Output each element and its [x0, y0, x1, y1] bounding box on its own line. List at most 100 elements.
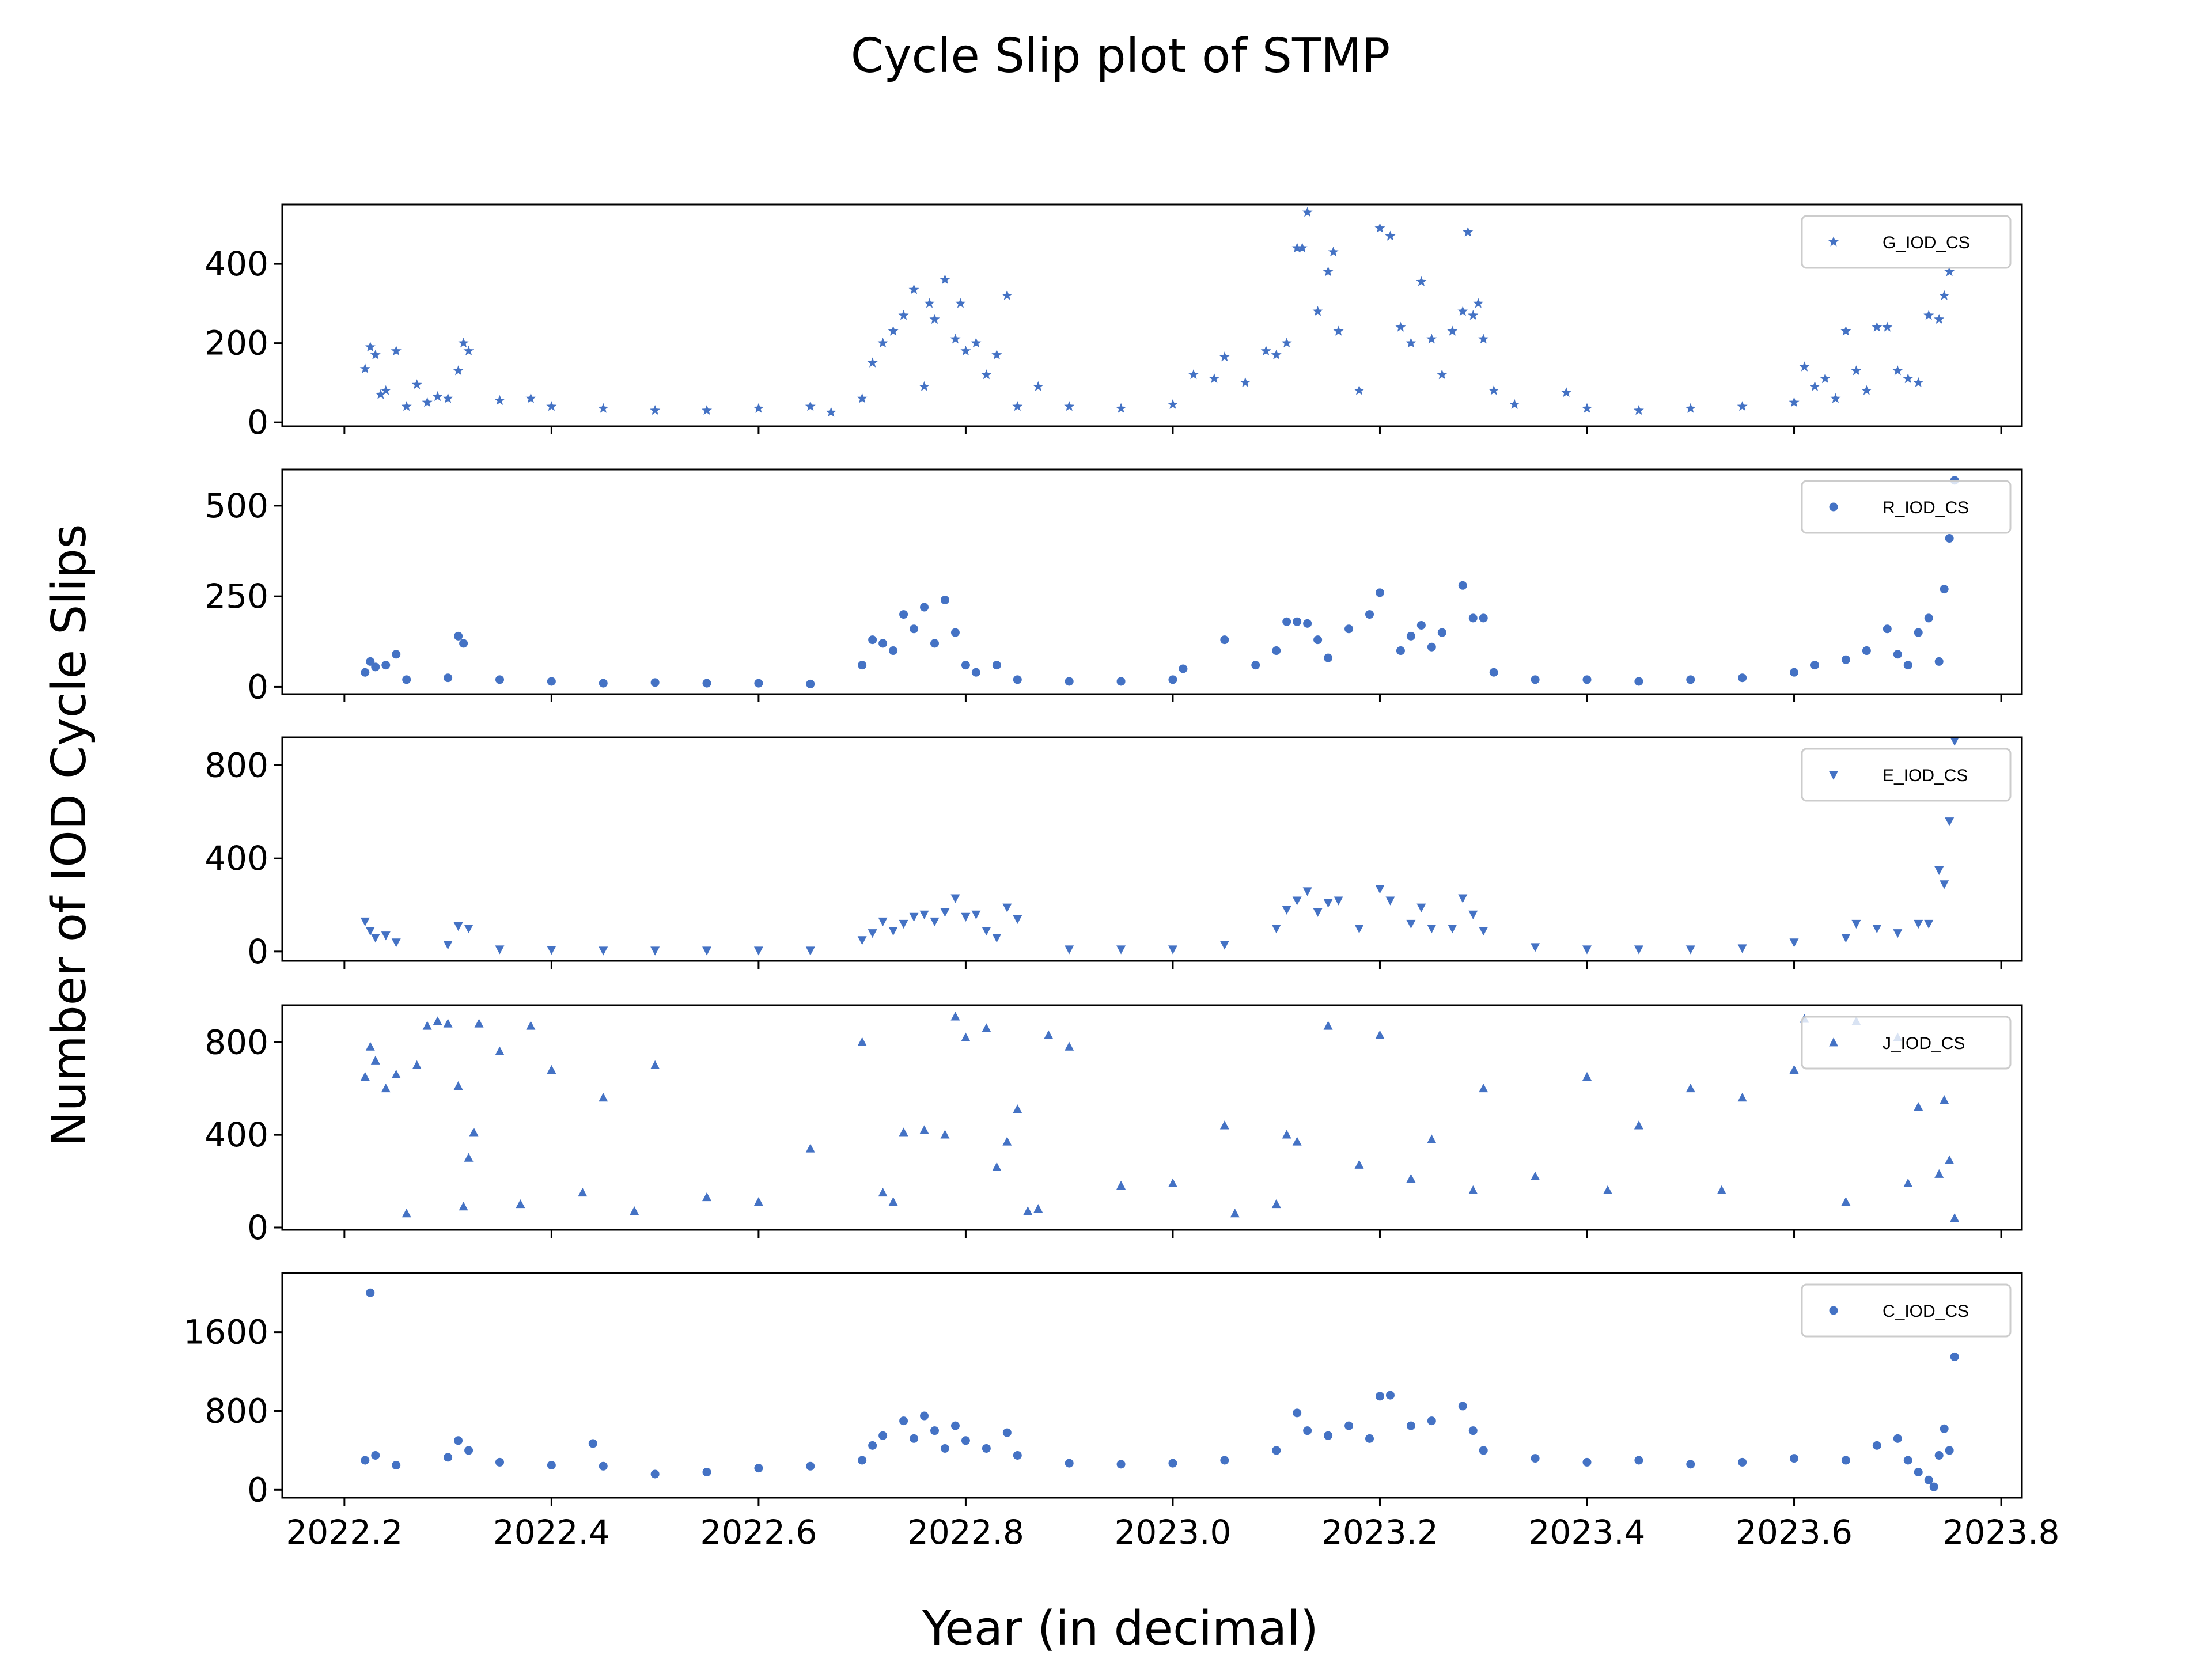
axes-frame: [281, 203, 2023, 427]
data-point: [392, 650, 401, 659]
data-point: [1841, 655, 1850, 664]
data-point: [1303, 619, 1312, 628]
axes-frame: [281, 1004, 2023, 1231]
data-point: [1872, 1441, 1881, 1450]
data-point: [1406, 919, 1416, 929]
series-points: [360, 737, 1960, 956]
data-point: [1634, 945, 1643, 955]
y-tick-label: 0: [247, 667, 268, 706]
data-point: [1903, 661, 1912, 670]
data-point: [412, 1060, 422, 1069]
subplot-c-iod-cs: 0 800 1600 C_IOD_CS: [183, 1272, 2023, 1509]
data-point: [1892, 365, 1903, 376]
data-point: [370, 1055, 380, 1065]
data-point: [1002, 1428, 1012, 1437]
data-point: [1219, 1120, 1229, 1130]
data-point: [1013, 675, 1022, 684]
x-axis-label: Year (in decimal): [922, 1601, 1319, 1656]
data-point: [971, 910, 981, 919]
data-point: [1479, 1083, 1488, 1093]
data-point: [1790, 1454, 1799, 1463]
data-point: [1686, 675, 1695, 684]
data-point: [1220, 1456, 1229, 1465]
data-point: [453, 1081, 463, 1090]
data-point: [1903, 1456, 1912, 1465]
data-point: [454, 1436, 463, 1445]
data-point: [1416, 903, 1426, 912]
data-point: [1013, 1104, 1022, 1113]
x-tick-label: 2023.8: [1943, 1513, 2060, 1552]
series-points: [360, 1012, 1960, 1222]
legend-box: [1801, 1283, 2012, 1338]
x-tick-label: 2022.4: [493, 1513, 610, 1552]
data-point: [1426, 334, 1437, 344]
data-point: [1458, 581, 1467, 590]
legend: E_IOD_CS: [1801, 748, 2012, 802]
data-point: [702, 1192, 712, 1202]
data-point: [868, 1441, 877, 1450]
data-point: [924, 298, 935, 308]
data-point: [495, 1457, 504, 1467]
legend-box: [1801, 748, 2012, 802]
data-point: [889, 646, 898, 656]
data-point: [1354, 385, 1365, 395]
data-point: [888, 927, 898, 936]
data-point: [1582, 675, 1592, 684]
data-point: [878, 1187, 888, 1197]
data-point: [919, 1125, 929, 1134]
legend-marker: [1829, 771, 1838, 780]
data-point: [402, 1209, 411, 1218]
data-point: [650, 946, 660, 956]
data-point: [443, 941, 453, 950]
data-point: [1313, 908, 1323, 917]
data-point: [805, 401, 816, 411]
legend-label: R_IOD_CS: [1883, 498, 1969, 517]
data-point: [950, 1012, 960, 1021]
data-point: [443, 1018, 453, 1028]
data-point: [1934, 657, 1944, 666]
data-point: [1468, 910, 1478, 919]
data-point: [1416, 276, 1427, 286]
data-point: [1219, 941, 1229, 950]
data-point: [1479, 927, 1488, 936]
data-point: [432, 391, 443, 402]
data-point: [1323, 266, 1334, 276]
data-point: [1950, 737, 1960, 746]
data-point: [1344, 1421, 1354, 1430]
data-point: [1168, 1178, 1177, 1187]
data-point: [1789, 397, 1800, 407]
data-point: [910, 624, 919, 634]
data-point: [888, 325, 899, 336]
data-point: [444, 673, 453, 683]
data-point: [1064, 401, 1075, 411]
legend-label: C_IOD_CS: [1883, 1302, 1969, 1321]
data-point: [454, 631, 463, 641]
data-point: [857, 936, 867, 945]
x-tick-label: 2022.6: [700, 1513, 817, 1552]
data-point: [1012, 401, 1023, 411]
data-point: [370, 349, 381, 359]
data-point: [402, 675, 411, 684]
data-point: [982, 1444, 991, 1453]
data-point: [1582, 945, 1592, 955]
legend: J_IOD_CS: [1801, 1016, 2012, 1070]
y-tick-label: 0: [247, 1208, 268, 1247]
data-point: [599, 1093, 608, 1102]
data-point: [1230, 1209, 1240, 1218]
data-point: [1861, 385, 1872, 395]
data-point: [1582, 403, 1592, 413]
data-point: [982, 1023, 991, 1032]
data-point: [453, 922, 463, 931]
data-point: [1939, 290, 1950, 300]
data-point: [588, 1439, 597, 1448]
data-point: [546, 401, 557, 411]
data-point: [868, 635, 877, 645]
legend: R_IOD_CS: [1801, 480, 2012, 534]
data-point: [1940, 1095, 1949, 1104]
y-axis-label: Number of IOD Cycle Slips: [42, 524, 97, 1146]
data-point: [1179, 664, 1188, 673]
y-tick-label: 800: [204, 746, 268, 785]
data-point: [1116, 1460, 1126, 1469]
y-tick-label: 400: [204, 244, 268, 283]
data-point: [1448, 925, 1457, 934]
